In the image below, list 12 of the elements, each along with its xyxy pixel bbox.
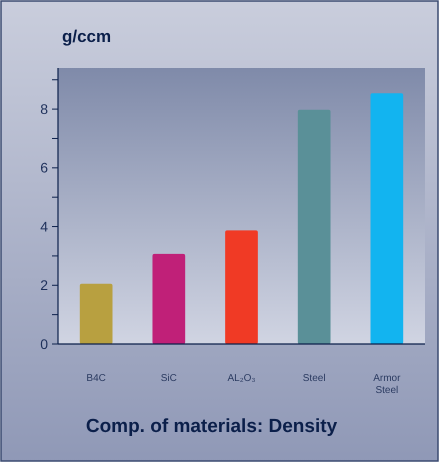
x-tick-label: Steel bbox=[302, 373, 326, 384]
y-tick-label: 0 bbox=[40, 336, 48, 352]
x-tick-label: Armor Steel bbox=[373, 373, 402, 396]
y-tick-label: 2 bbox=[40, 277, 48, 294]
text: Comp. of materials: Density bbox=[86, 416, 338, 437]
y-tick-label: 6 bbox=[40, 160, 48, 176]
x-tick-label: SiC bbox=[160, 373, 177, 384]
y-tick-label: 4 bbox=[40, 218, 48, 234]
y-tick-label: 8 bbox=[40, 101, 48, 118]
x-tick-label: AL₂O₃ bbox=[228, 373, 256, 384]
y-axis-title: g/ccm bbox=[62, 27, 112, 46]
x-tick-label: B4C bbox=[86, 373, 106, 384]
